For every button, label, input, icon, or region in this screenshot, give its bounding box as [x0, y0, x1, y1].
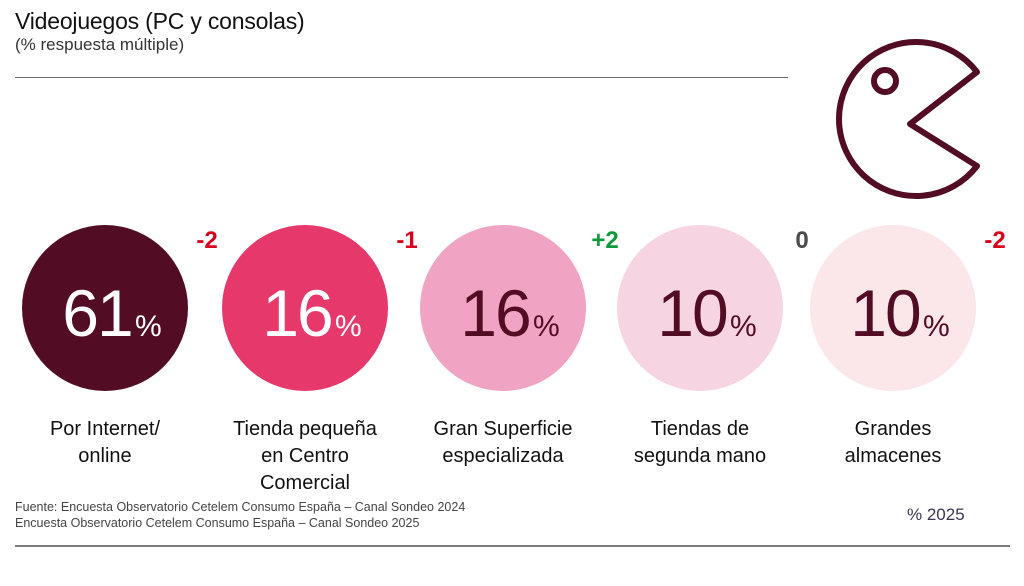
category-label: en Centro: [261, 445, 349, 467]
value-bubble: [617, 225, 783, 391]
category-label: especializada: [442, 445, 564, 467]
value-bubble: [222, 225, 388, 391]
bottom-divider: [15, 545, 1010, 547]
source-line-2: Encuesta Observatorio Cetelem Consumo Es…: [15, 516, 420, 530]
percent-sign: %: [730, 310, 757, 343]
category-label: Grandes: [855, 418, 932, 440]
category-label: Gran Superficie: [434, 418, 573, 440]
value-label: 10: [657, 276, 727, 350]
legend-label: % 2025: [907, 505, 965, 524]
category-label: Tienda pequeña: [233, 418, 378, 440]
category-label: Por Internet/: [50, 418, 161, 440]
chart-area: 61 % -2 Por Internet/online 16 % -1 Tienda pequ…: [22, 225, 1006, 494]
top-divider: [15, 77, 788, 78]
value-label: 16: [460, 276, 529, 350]
value-label: 10: [850, 276, 920, 350]
category-label: almacenes: [845, 445, 942, 467]
chart-subtitle: (% respuesta múltiple): [15, 35, 185, 54]
chart-title: Videojuegos (PC y consolas): [15, 8, 305, 34]
value-bubble: [810, 225, 976, 391]
category-label: Comercial: [260, 472, 350, 494]
source-line-1: Fuente: Encuesta Observatorio Cetelem Co…: [15, 500, 466, 514]
change-label: -2: [984, 227, 1005, 254]
category-label: Tiendas de: [651, 418, 749, 440]
change-label: 0: [795, 227, 808, 254]
percent-sign: %: [533, 310, 560, 343]
change-label: +2: [591, 227, 618, 254]
change-label: -2: [196, 227, 217, 254]
value-label: 61: [62, 276, 131, 350]
category-label: online: [78, 445, 131, 467]
source-note: Fuente: Encuesta Observatorio Cetelem Co…: [15, 499, 465, 531]
percent-sign: %: [335, 310, 362, 343]
percent-sign: %: [923, 310, 950, 343]
category-label: segunda mano: [634, 445, 766, 467]
percent-sign: %: [135, 310, 162, 343]
value-label: 16: [262, 276, 331, 350]
pacman-icon: [836, 39, 980, 199]
change-label: -1: [396, 227, 417, 254]
value-bubble: [420, 225, 586, 391]
value-bubble: [22, 225, 188, 391]
